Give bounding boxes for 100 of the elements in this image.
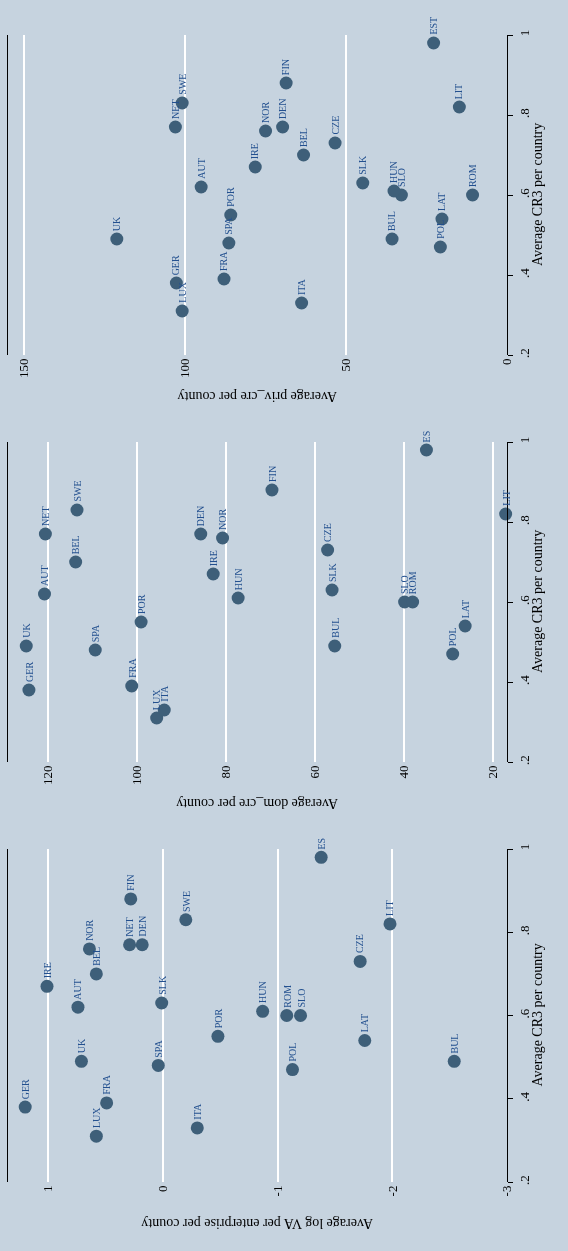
annotation: AUT: [195, 158, 207, 179]
y-axis-title: Average CR3 per country: [530, 122, 545, 266]
annotation: CZE: [329, 115, 341, 135]
annotation: SWE: [176, 73, 188, 95]
point: [19, 639, 33, 653]
x-tick-label: 100: [129, 765, 145, 786]
x-axis-title: Average dom_cre per county: [176, 796, 338, 811]
y-tick-label: .8: [516, 108, 532, 118]
point: [125, 679, 139, 693]
point: [124, 892, 138, 906]
y-axis-title: Average CR3 per country: [530, 529, 545, 673]
annotation: FRA: [126, 657, 138, 678]
point: [231, 591, 245, 605]
point: [88, 643, 102, 657]
point: [155, 996, 169, 1010]
y-tick-label: 1: [516, 843, 532, 851]
y-tick-label: .6: [516, 594, 532, 605]
annotation: UK: [75, 1037, 87, 1054]
point: [89, 967, 103, 981]
point: [179, 913, 193, 927]
annotation: FIN: [280, 59, 292, 76]
annotation: NOR: [217, 508, 229, 531]
point: [211, 1029, 225, 1043]
annotation: BUL: [386, 211, 398, 232]
point: [452, 100, 466, 114]
x-tick-label: 0: [499, 358, 515, 366]
point: [286, 1063, 299, 1077]
annotation: BEL: [70, 535, 82, 555]
annotation: NOR: [84, 919, 96, 941]
point: [38, 527, 52, 541]
y-tick-label: .6: [516, 1008, 532, 1019]
annotation: AUT: [72, 979, 84, 1000]
y-tick-label: 1: [516, 436, 532, 444]
point: [248, 160, 262, 174]
point: [70, 503, 84, 517]
annotation: LAT: [460, 599, 472, 619]
annotation: LUX: [90, 1106, 102, 1129]
point: [466, 188, 480, 202]
point: [38, 587, 51, 601]
point: [447, 1054, 461, 1068]
annotation: SWE: [180, 890, 192, 913]
annotation: GER: [170, 255, 182, 276]
point: [22, 683, 36, 697]
annotation: LIT: [384, 900, 396, 916]
point: [358, 1033, 372, 1047]
y-tick-label: .4: [516, 267, 532, 278]
annotation: POL: [447, 627, 459, 647]
x-tick-label: -3: [499, 1185, 515, 1197]
annotation: EST: [427, 16, 439, 35]
point: [150, 711, 164, 725]
point: [151, 1058, 165, 1072]
point: [168, 120, 182, 134]
y-tick-label: .2: [516, 755, 532, 765]
annotation: HUN: [257, 981, 269, 1003]
annotation: SWE: [71, 480, 83, 502]
point: [216, 531, 230, 545]
x-axis-title: Average priv_cre per county: [177, 389, 337, 404]
annotation: IRE: [249, 143, 261, 160]
annotation: DEN: [277, 98, 289, 120]
x-tick-label: 40: [396, 765, 412, 779]
annotation: BUL: [448, 1033, 460, 1054]
point: [194, 527, 208, 541]
point: [295, 296, 309, 310]
x-tick-label: 0: [155, 1185, 171, 1193]
point: [279, 76, 293, 90]
point: [134, 615, 148, 629]
x-tick-label: 150: [16, 358, 32, 379]
point: [276, 120, 290, 134]
annotation: UK: [111, 216, 123, 232]
annotation: DEN: [136, 915, 148, 937]
point: [446, 647, 460, 661]
x-tick-label: -2: [384, 1185, 400, 1197]
x-tick-label: 120: [40, 765, 56, 786]
point: [110, 232, 124, 246]
x-tick-label: 50: [338, 358, 354, 372]
y-axis-title: Average CR3 per country: [529, 943, 545, 1087]
annotation: SPA: [90, 624, 102, 643]
point: [256, 1004, 270, 1018]
point: [190, 1121, 204, 1135]
point: [259, 124, 273, 138]
annotation: LIT: [500, 490, 512, 506]
annotation: BEL: [90, 946, 102, 966]
annotation: POR: [212, 1008, 224, 1029]
point: [325, 583, 339, 597]
annotation: SLK: [327, 562, 339, 583]
annotation: GER: [20, 1078, 32, 1100]
point: [328, 136, 342, 150]
point: [265, 483, 279, 497]
annotation: LAT: [359, 1013, 371, 1033]
point: [385, 232, 399, 246]
annotation: BUL: [329, 617, 341, 638]
y-tick-label: .8: [516, 925, 532, 936]
point: [71, 1000, 85, 1014]
x-tick-label: 80: [218, 765, 234, 779]
annotation: BEL: [298, 128, 310, 148]
point: [427, 36, 441, 50]
annotation: CZE: [354, 934, 366, 954]
point: [383, 917, 397, 931]
annotation: IRE: [41, 962, 53, 979]
annotation: POR: [224, 187, 236, 207]
